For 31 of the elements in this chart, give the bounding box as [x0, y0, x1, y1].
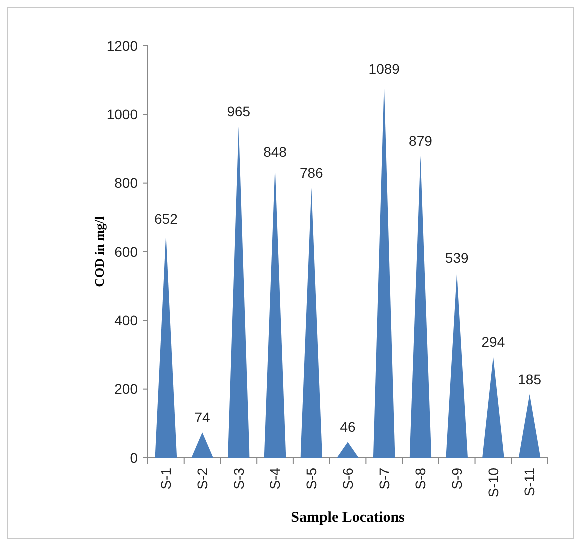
x-tick-label: S-8	[412, 468, 429, 490]
x-axis-title: Sample Locations	[291, 510, 406, 526]
data-label: 965	[227, 104, 251, 120]
y-tick-label: 800	[114, 175, 138, 192]
x-tick-label: S-11	[522, 468, 538, 497]
data-label: 848	[264, 144, 288, 160]
data-label: 74	[194, 410, 211, 426]
data-label: 786	[300, 165, 324, 182]
data-label: 539	[445, 250, 469, 266]
x-tick-label: S-4	[267, 468, 284, 490]
data-label: 1089	[368, 61, 400, 78]
data-label: 185	[518, 371, 542, 388]
y-tick-label: 400	[114, 312, 138, 329]
x-tick-label: S-6	[340, 468, 356, 490]
y-tick-label: 200	[114, 381, 138, 398]
y-tick-label: 1200	[106, 38, 138, 54]
x-tick-label: S-7	[376, 468, 392, 490]
y-tick-label: 0	[130, 450, 138, 466]
y-axis-title: COD in mg/l	[92, 216, 107, 288]
x-tick-label: S-9	[448, 468, 465, 490]
x-tick-label: S-1	[158, 468, 174, 490]
y-tick-label: 600	[114, 244, 138, 260]
data-label: 46	[340, 419, 356, 436]
x-tick-label: S-3	[230, 468, 247, 490]
y-tick-label: 1000	[106, 106, 138, 123]
data-label: 294	[482, 334, 506, 350]
data-label: 652	[154, 211, 178, 228]
x-tick-label: S-2	[194, 468, 210, 490]
x-tick-label: S-5	[304, 468, 320, 490]
data-label: 879	[409, 133, 433, 150]
x-tick-label: S-10	[485, 468, 502, 498]
